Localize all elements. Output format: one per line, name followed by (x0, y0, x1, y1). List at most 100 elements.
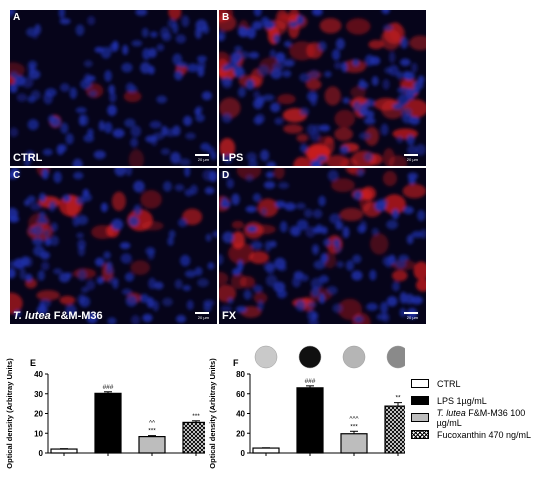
nucleus (130, 137, 139, 148)
stain-blob (253, 292, 268, 304)
nucleus (76, 232, 84, 239)
nucleus (234, 45, 243, 52)
nucleus (14, 75, 26, 86)
nucleus (417, 75, 425, 84)
y-tick-label: 20 (34, 410, 43, 419)
nucleus (174, 70, 183, 81)
legend-label-ctrl: CTRL (437, 378, 461, 389)
stain-blob (219, 137, 236, 158)
nucleus (396, 135, 404, 144)
nucleus (334, 61, 342, 70)
nucleus (195, 105, 203, 113)
nucleus (146, 297, 155, 309)
cell-layer (10, 10, 217, 166)
nucleus (406, 145, 418, 155)
nucleus (28, 226, 37, 235)
nucleus (273, 281, 286, 293)
nucleus (382, 78, 390, 90)
nucleus (392, 103, 404, 110)
nucleus (41, 261, 50, 271)
stain-blob (342, 59, 367, 73)
legend-item-ctrl: CTRL (411, 375, 550, 392)
cell-layer (10, 168, 217, 324)
nucleus (252, 284, 263, 293)
stain-blob (324, 136, 335, 155)
nucleus (65, 133, 74, 145)
significance-label: ** (395, 395, 401, 402)
y-tick-label: 0 (241, 449, 246, 458)
stain-blob (334, 127, 354, 141)
nucleus (411, 231, 423, 238)
nucleus (221, 65, 229, 72)
nucleus (168, 229, 176, 239)
legend-swatch-black (411, 396, 429, 405)
micrograph-panel-c: C T. lutea F&M-M36 20 µm (10, 168, 217, 324)
nucleus (48, 200, 57, 210)
nucleus (231, 193, 240, 206)
nucleus (197, 278, 209, 288)
chart-panel-label: F (233, 358, 239, 368)
nucleus (388, 64, 399, 76)
nucleus (363, 152, 374, 162)
nucleus (182, 284, 192, 291)
nucleus (94, 257, 105, 267)
nucleus (245, 174, 254, 182)
nucleus (133, 180, 145, 193)
nucleus (381, 10, 390, 15)
nucleus (32, 237, 44, 246)
nucleus (167, 236, 174, 246)
nucleus (149, 120, 162, 129)
nucleus (305, 226, 316, 238)
well-image (254, 345, 278, 369)
nucleus (235, 306, 248, 313)
stain-blob (364, 126, 379, 146)
nucleus (252, 20, 263, 30)
stain-blob (130, 260, 150, 275)
nucleus (177, 218, 188, 228)
chart-legend: CTRL LPS 1µg/mL T. lutea F&M-M36 100 µg/… (411, 375, 550, 443)
nucleus (60, 122, 69, 134)
nucleus (109, 43, 118, 53)
nucleus (38, 211, 46, 221)
nucleus (65, 272, 72, 279)
nucleus (53, 171, 62, 184)
nucleus (133, 204, 142, 216)
nucleus (270, 102, 281, 113)
nucleus (210, 151, 217, 161)
nucleus (282, 70, 292, 78)
nucleus (324, 71, 332, 78)
stain-blob (66, 195, 79, 218)
bar (384, 405, 405, 454)
nucleus (288, 20, 299, 28)
stain-blob (370, 233, 389, 255)
nucleus (232, 64, 244, 75)
nucleus (201, 91, 212, 101)
nucleus (417, 209, 426, 222)
nucleus (167, 18, 177, 29)
nucleus (124, 272, 135, 282)
nucleus (278, 182, 290, 189)
nucleus (366, 110, 375, 119)
nucleus (131, 40, 143, 47)
stain-blob (228, 242, 255, 265)
nucleus (310, 130, 321, 142)
nucleus (105, 266, 115, 275)
nucleus (204, 186, 215, 195)
legend-label-fucoxanthin: Fucoxanthin 470 ng/mL (437, 429, 532, 440)
nucleus (296, 219, 309, 231)
nucleus (125, 168, 133, 177)
nucleus (28, 69, 41, 80)
nucleus (196, 55, 207, 62)
nucleus (142, 313, 153, 323)
nucleus (401, 107, 413, 118)
nucleus (33, 245, 45, 257)
nucleus (279, 221, 288, 233)
nucleus (253, 10, 262, 17)
stain-blob (219, 271, 229, 286)
nucleus (342, 97, 350, 104)
nucleus (10, 10, 16, 15)
scale-text-d: 20 µm (406, 315, 418, 320)
well-image (386, 345, 405, 369)
nucleus (65, 304, 77, 317)
nucleus (262, 94, 275, 102)
